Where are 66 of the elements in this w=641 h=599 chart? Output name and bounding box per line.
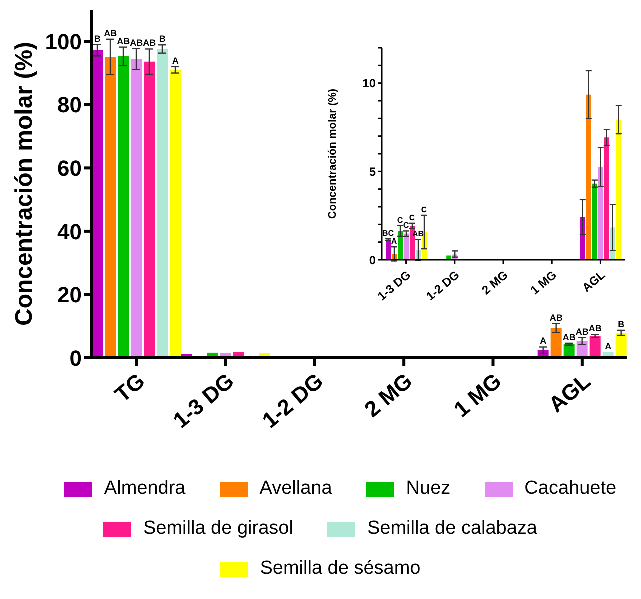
bar — [170, 70, 181, 358]
data-label: AB — [576, 326, 590, 337]
bar — [131, 59, 142, 358]
bar — [398, 231, 403, 260]
bar — [386, 240, 391, 260]
data-label: A — [172, 56, 180, 66]
x-tick-label: 1-2 DG — [258, 368, 328, 434]
data-label: B — [618, 319, 626, 330]
bar — [118, 56, 129, 358]
data-label: A — [605, 341, 612, 352]
x-tick-label: 1 MG — [528, 268, 560, 298]
y-axis-title: Concentración molar (%) — [11, 42, 38, 326]
legend-label: Semilla de calabaza — [367, 518, 538, 540]
y-tick-label: 0 — [369, 253, 376, 268]
data-label: C — [421, 205, 428, 214]
bar — [144, 62, 155, 358]
y-tick-label: 80 — [58, 92, 82, 118]
data-label: A — [540, 336, 548, 346]
bar — [598, 167, 604, 260]
y-axis-title: Concentración molar (%) — [327, 88, 339, 220]
x-tick-label: AGL — [544, 368, 596, 418]
bar — [586, 94, 592, 260]
legend-label: Semilla de girasol — [143, 518, 294, 540]
legend-label: Semilla de sésamo — [260, 558, 421, 580]
legend-label: Cacahuete — [524, 478, 617, 500]
data-label: AB — [588, 324, 602, 334]
x-tick-label: 2 MG — [360, 368, 418, 422]
data-label: AB — [130, 38, 144, 48]
y-tick-label: 20 — [58, 282, 82, 308]
x-tick-label: 2 MG — [479, 268, 511, 298]
data-label: A — [391, 237, 398, 246]
data-label: AB — [550, 312, 564, 323]
bar — [404, 234, 409, 260]
bar — [105, 57, 116, 358]
bar — [550, 328, 562, 358]
legend-label: Almendra — [104, 478, 186, 500]
y-tick-label: 60 — [58, 156, 82, 181]
y-tick-label: 0 — [70, 346, 82, 371]
bar — [616, 333, 627, 358]
y-tick-label: 5 — [369, 164, 376, 179]
bar — [604, 138, 610, 260]
data-label: C — [397, 216, 404, 225]
bar — [592, 184, 598, 260]
data-label: C — [403, 221, 410, 230]
x-tick-label: 1-3 DG — [374, 268, 414, 304]
x-tick-label: 1-2 DG — [424, 268, 462, 304]
x-tick-label: TG — [110, 368, 150, 408]
bar — [616, 120, 622, 260]
legend-label: Avellana — [260, 478, 332, 500]
data-label: AB — [104, 28, 118, 38]
data-label: B — [94, 34, 102, 44]
bar — [157, 49, 168, 358]
x-tick-label: 1 MG — [449, 368, 506, 422]
bar — [590, 336, 601, 358]
data-label: AB — [143, 38, 157, 48]
legend-label: Nuez — [406, 478, 451, 500]
data-label: AB — [117, 36, 131, 46]
data-label: BC — [382, 228, 394, 238]
y-tick-label: 100 — [45, 29, 82, 54]
y-tick-label: 40 — [58, 219, 82, 244]
data-label: B — [159, 34, 166, 44]
data-label: AB — [562, 332, 576, 342]
data-label: C — [409, 213, 416, 222]
x-tick-label: 1-3 DG — [168, 368, 239, 434]
x-tick-label: AGL — [580, 268, 608, 296]
y-tick-label: 10 — [362, 76, 376, 91]
